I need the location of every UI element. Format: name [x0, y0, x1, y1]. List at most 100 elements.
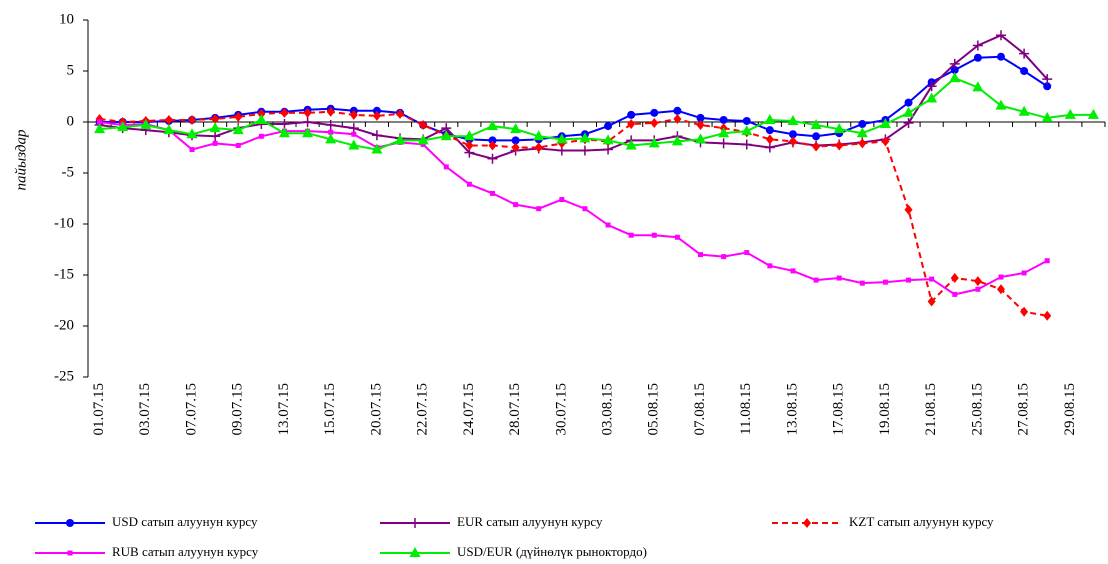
point: [258, 133, 264, 139]
point: [625, 139, 637, 150]
point: [466, 181, 472, 187]
x-tick-label: 28.07.15: [507, 383, 523, 436]
point: [879, 118, 891, 129]
point: [325, 133, 337, 144]
point: [487, 153, 498, 164]
point: [371, 143, 383, 154]
x-tick-label: 01.07.15: [91, 383, 107, 436]
point: [903, 118, 914, 129]
point: [326, 106, 335, 117]
point: [1043, 82, 1052, 91]
x-tick-label: 07.07.15: [183, 383, 199, 436]
point: [812, 141, 821, 152]
point: [671, 135, 683, 146]
point: [211, 113, 220, 124]
point: [1018, 105, 1030, 116]
point: [836, 275, 842, 281]
point: [787, 114, 799, 125]
point: [858, 120, 867, 129]
point: [764, 113, 776, 124]
point: [463, 130, 475, 141]
point: [212, 140, 218, 146]
point: [1042, 74, 1053, 85]
point: [975, 286, 981, 292]
point: [486, 120, 498, 131]
series-line: [99, 121, 1048, 296]
point: [488, 140, 497, 151]
point: [556, 133, 568, 144]
point: [788, 130, 797, 139]
point: [164, 114, 173, 125]
point: [650, 108, 659, 117]
point: [972, 40, 983, 51]
point: [949, 58, 960, 69]
point: [696, 113, 705, 122]
legend-label: KZT сатып алуунун курсу: [849, 514, 994, 529]
point: [719, 115, 728, 124]
point: [536, 206, 542, 212]
point: [188, 114, 197, 125]
point: [278, 127, 290, 138]
point: [1020, 67, 1029, 75]
point: [232, 124, 244, 135]
series-line: [99, 34, 1048, 160]
point: [973, 53, 982, 62]
point: [513, 202, 519, 208]
point: [511, 142, 520, 153]
point: [929, 276, 935, 282]
legend-label: USD/EUR (дүйнөлүк рыноктордо): [457, 544, 647, 559]
point: [559, 197, 565, 203]
point: [651, 232, 657, 238]
point: [351, 131, 357, 137]
point: [440, 130, 452, 141]
point: [257, 108, 266, 119]
y-tick-label: 5: [67, 62, 75, 78]
point: [419, 120, 428, 131]
point: [950, 65, 959, 74]
x-tick-label: 13.08.15: [784, 383, 800, 436]
point: [741, 125, 753, 136]
point: [996, 284, 1005, 295]
legend-label: USD сатып алуунун курсу: [112, 514, 258, 529]
point: [302, 127, 314, 138]
point: [906, 277, 912, 283]
point: [628, 232, 634, 238]
point: [950, 273, 959, 284]
point: [952, 291, 958, 297]
point: [742, 116, 751, 125]
point: [718, 127, 730, 138]
point: [856, 127, 868, 138]
x-tick-label: 25.08.15: [969, 383, 985, 436]
x-tick-label: 21.08.15: [923, 383, 939, 436]
point: [859, 280, 865, 286]
point: [235, 142, 241, 148]
point: [394, 134, 406, 145]
legend-marker: [803, 518, 811, 528]
point: [533, 130, 545, 141]
point: [627, 110, 636, 119]
point: [579, 145, 590, 156]
point: [813, 277, 819, 283]
point: [117, 121, 129, 132]
point: [303, 107, 312, 118]
x-tick-label: 15.07.15: [322, 383, 338, 436]
x-tick-label: 29.08.15: [1062, 383, 1078, 436]
y-tick-label: 10: [59, 11, 74, 27]
point: [511, 136, 520, 145]
series-line: [99, 110, 1048, 317]
point: [926, 92, 938, 103]
point: [1087, 108, 1099, 119]
point: [949, 72, 961, 83]
point: [927, 296, 936, 307]
point: [280, 107, 289, 118]
point: [420, 141, 426, 147]
point: [140, 119, 152, 130]
point: [443, 164, 449, 170]
point: [302, 117, 313, 127]
point: [765, 126, 774, 135]
y-tick-label: -15: [54, 266, 74, 282]
point: [605, 222, 611, 228]
point: [348, 123, 359, 134]
point: [582, 206, 588, 212]
